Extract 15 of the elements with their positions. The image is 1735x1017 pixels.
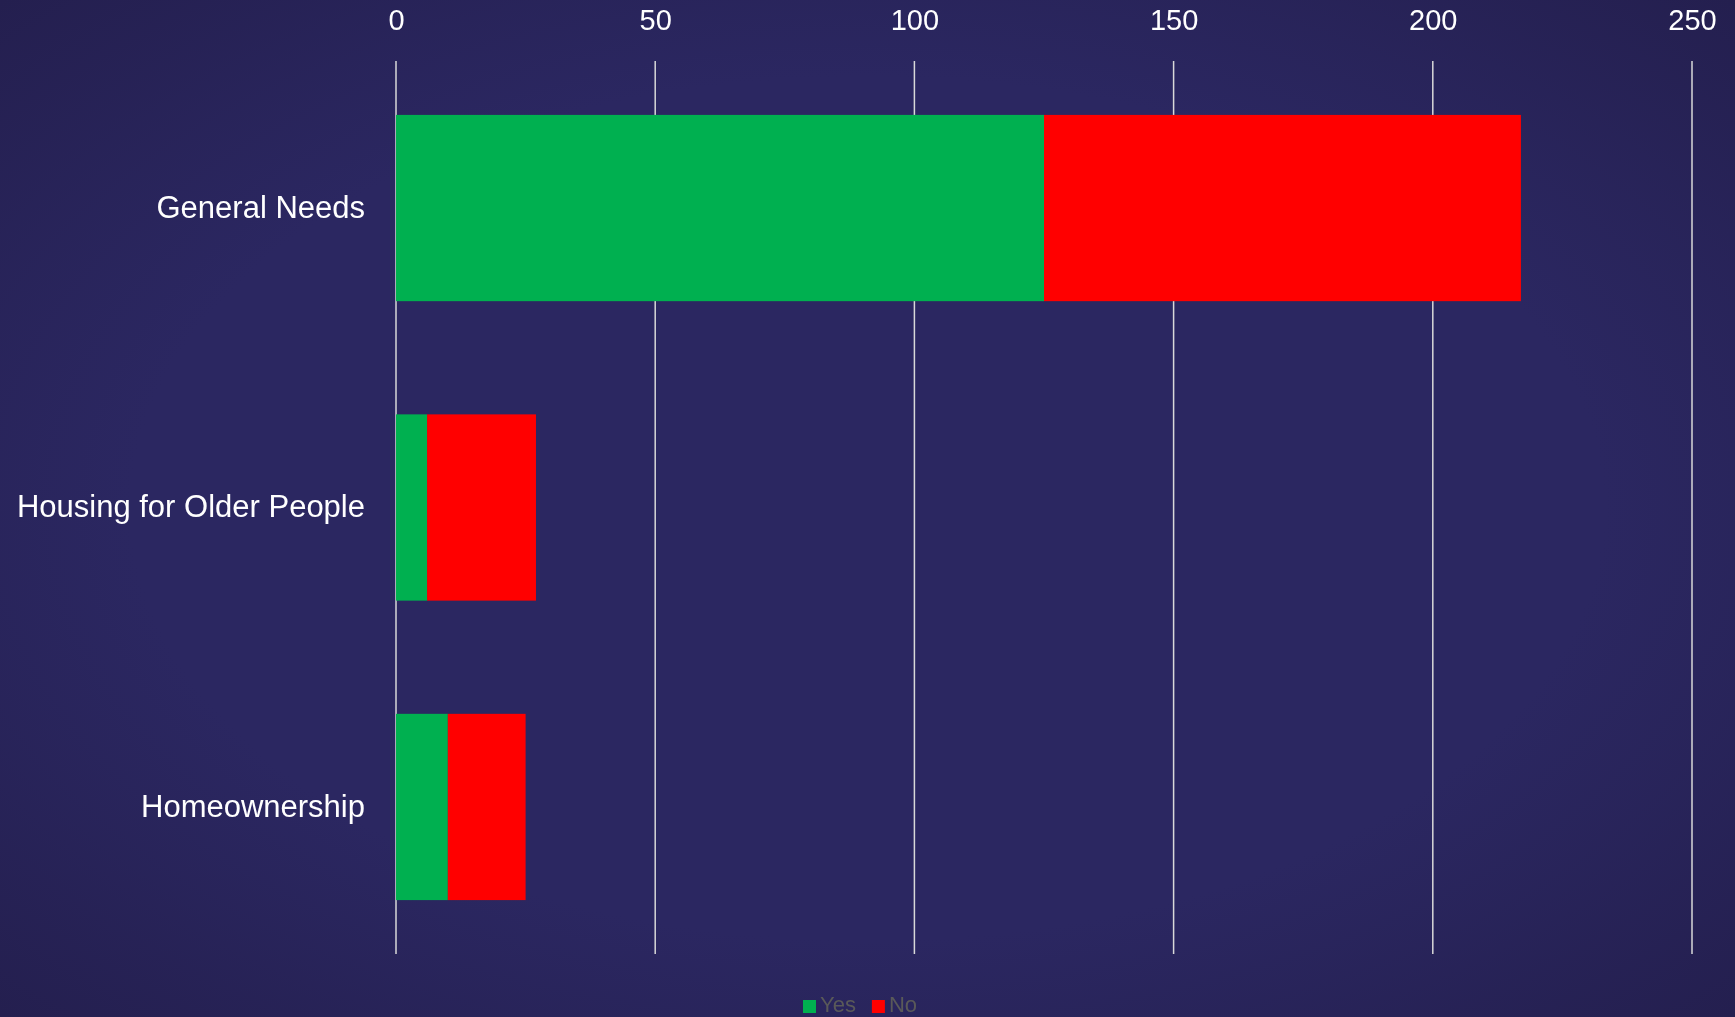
x-tick-label: 50 bbox=[639, 4, 672, 36]
y-tick-label: Housing for Older People bbox=[16, 489, 365, 525]
bar bbox=[396, 713, 448, 901]
bar bbox=[427, 414, 536, 601]
bar bbox=[396, 114, 1044, 302]
x-tick-label: 150 bbox=[1149, 4, 1199, 36]
x-tick-label: 250 bbox=[1668, 4, 1717, 36]
bar bbox=[447, 713, 526, 901]
x-tick-label: 100 bbox=[890, 4, 940, 36]
y-tick-label: Homeownership bbox=[141, 788, 365, 824]
y-tick-label: General Needs bbox=[156, 189, 365, 225]
x-tick-label: 200 bbox=[1409, 4, 1458, 36]
bar bbox=[396, 414, 428, 601]
bar bbox=[1044, 114, 1521, 302]
x-tick-label: 0 bbox=[388, 4, 405, 36]
